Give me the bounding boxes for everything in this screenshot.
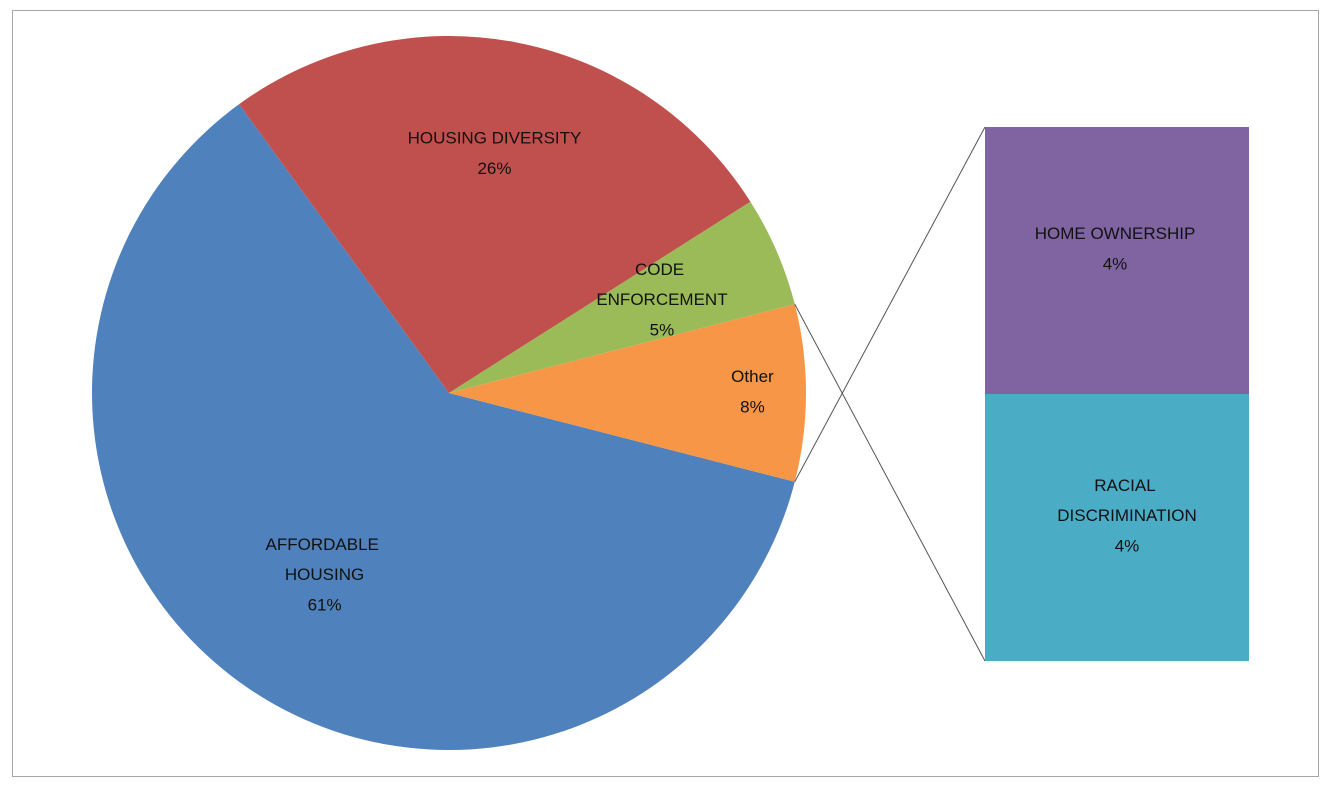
slice-label: HOUSING DIVERSITY (408, 129, 582, 148)
connector (794, 303, 986, 662)
breakout-label-value: 4% (1103, 254, 1128, 273)
breakout-label: HOME OWNERSHIP (1035, 224, 1196, 243)
breakout-segment (985, 394, 1249, 661)
slice-label-value: 8% (740, 397, 765, 416)
slice-label: CODE ENFORCEMENT (596, 260, 727, 309)
breakout-segment (985, 127, 1249, 394)
connector (794, 126, 986, 483)
pie-slice (449, 304, 806, 482)
slice-label-value: 26% (477, 159, 511, 178)
slice-label: AFFORDABLE HOUSING (266, 536, 384, 585)
pie-slice (449, 201, 795, 393)
breakout-label: RACIAL DISCRIMINATION (1057, 476, 1196, 525)
slice-label-value: 61% (308, 596, 342, 615)
breakout-label-value: 4% (1115, 536, 1140, 555)
slice-label-value: 5% (650, 320, 675, 339)
pie-slice (91, 104, 795, 751)
slice-label: Other (731, 367, 774, 386)
pie-slice (239, 36, 751, 394)
